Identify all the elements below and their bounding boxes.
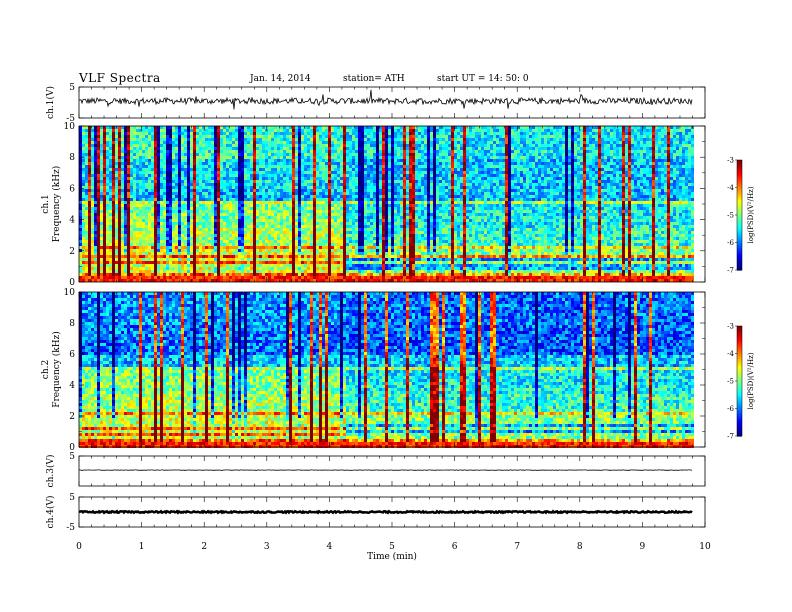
x-tick-label: 1 — [139, 542, 145, 552]
y-tick-label: 2 — [69, 412, 75, 422]
x-axis-label: Time (min) — [367, 551, 417, 562]
colorbar-tick-label: -5 — [727, 378, 734, 386]
ch2-ylabel: Frequency (kHz) — [51, 331, 62, 408]
y-tick-label: 5 — [69, 452, 75, 462]
colorbar-tick-label: -7 — [727, 267, 734, 275]
y-tick-label: -5 — [66, 523, 75, 533]
vlf-spectra-chart: 5 -5 ch.1(V) -3 -4 -5 -6 -7 log(PSD)(V²/Hz) 0 2 4 6 8… — [0, 0, 792, 612]
ch4v-ylabel: ch.4(V) — [45, 496, 56, 529]
x-tick-label: 5 — [389, 542, 395, 552]
x-tick-label: 6 — [452, 542, 458, 552]
colorbar-tick-label: -6 — [727, 405, 734, 413]
y-tick-label: 4 — [69, 216, 75, 226]
colorbar-tick-label: -6 — [727, 239, 734, 247]
ch1-colorbar — [737, 160, 742, 271]
y-tick-label: 2 — [69, 247, 75, 257]
y-tick-label: 5 — [69, 493, 75, 503]
x-tick-label: 4 — [327, 542, 333, 552]
x-tick-label: 9 — [640, 542, 646, 552]
ch4v-trace — [79, 511, 692, 512]
x-tick-label: 8 — [577, 542, 583, 552]
ch1-spectrogram — [79, 126, 694, 282]
y-tick-label: 6 — [69, 350, 75, 360]
colorbar-tick-label: -3 — [727, 157, 734, 165]
y-tick-label: 5 — [69, 83, 75, 93]
colorbar-tick-label: -7 — [727, 433, 734, 441]
colorbar-tick-label: -4 — [727, 350, 734, 358]
ch1v-trace — [79, 90, 692, 110]
y-tick-label: 8 — [69, 153, 75, 163]
ch2-channel-label: ch.2 — [41, 360, 51, 379]
y-tick-label: 6 — [69, 184, 75, 194]
y-tick-label: 10 — [64, 288, 76, 298]
x-tick-label: 7 — [514, 542, 520, 552]
ch1-channel-label: ch.1 — [41, 194, 51, 213]
y-tick-label: 10 — [64, 122, 76, 132]
y-tick-label: 0 — [69, 278, 75, 288]
x-tick-label: 0 — [76, 542, 82, 552]
y-tick-label: 8 — [69, 319, 75, 329]
x-tick-label: 3 — [264, 542, 270, 552]
ch2-colorbar-label: log(PSD)(V²/Hz) — [747, 352, 755, 409]
x-tick-label: 10 — [699, 542, 711, 552]
y-tick-label: 4 — [69, 381, 75, 391]
colorbar-tick-label: -3 — [727, 323, 734, 331]
ch1v-ylabel: ch.1(V) — [45, 86, 56, 119]
ch1-ylabel: Frequency (kHz) — [51, 166, 62, 243]
x-tick-label: 2 — [201, 542, 207, 552]
ch2-colorbar — [737, 326, 742, 437]
ch1-colorbar-label: log(PSD)(V²/Hz) — [747, 186, 755, 243]
ch2-spectrogram — [79, 292, 694, 448]
colorbar-tick-label: -4 — [727, 184, 734, 192]
ch3v-ylabel: ch.3(V) — [45, 455, 56, 488]
colorbar-tick-label: -5 — [727, 212, 734, 220]
